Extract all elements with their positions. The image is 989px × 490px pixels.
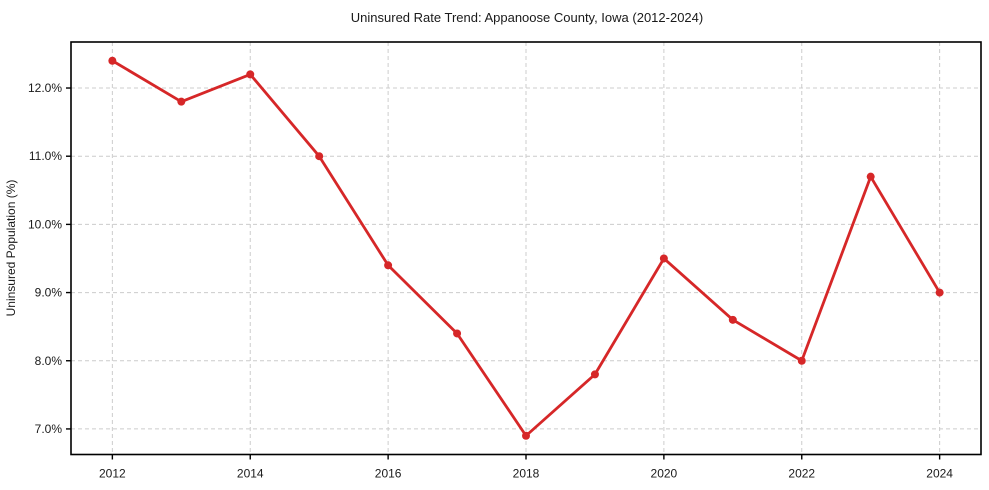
axes: 2012 2014 2016 2018 2020 2022 2024 7.0% 8.0% 9.0%… [28, 41, 982, 481]
x-tick-label: 2018 [513, 467, 540, 481]
x-tick-label: 2020 [651, 467, 678, 481]
y-tick-label: 9.0% [35, 286, 63, 300]
x-tick-label: 2012 [99, 467, 126, 481]
data-point-2015 [315, 152, 324, 161]
data-point-2016 [384, 261, 393, 270]
y-tick-label: 8.0% [35, 354, 63, 368]
chart-title: Uninsured Rate Trend: Appanoose County, … [351, 10, 703, 25]
data-point-2023 [866, 172, 875, 181]
y-tick-label: 12.0% [28, 81, 62, 95]
data-point-2013 [177, 97, 186, 106]
data-point-2017 [453, 329, 462, 338]
data-point-2024 [935, 288, 944, 297]
x-tick-label: 2014 [237, 467, 264, 481]
y-tick-label: 7.0% [35, 422, 63, 436]
y-tick-label: 11.0% [29, 149, 62, 163]
gridlines [71, 42, 981, 455]
x-tick-label: 2016 [375, 467, 402, 481]
data-point-2012 [108, 56, 117, 65]
data-point-2018 [522, 431, 530, 440]
data-point-2014 [246, 70, 255, 79]
data-point-2022 [797, 356, 806, 365]
series-layer [108, 56, 944, 440]
y-axis-label: Uninsured Population (%) [4, 180, 18, 317]
y-tick-label: 10.0% [28, 217, 62, 231]
data-point-2020 [659, 254, 668, 263]
data-point-2019 [590, 370, 599, 379]
x-tick-label: 2022 [788, 467, 815, 481]
x-tick-label: 2024 [926, 467, 953, 481]
data-point-2021 [728, 315, 737, 324]
